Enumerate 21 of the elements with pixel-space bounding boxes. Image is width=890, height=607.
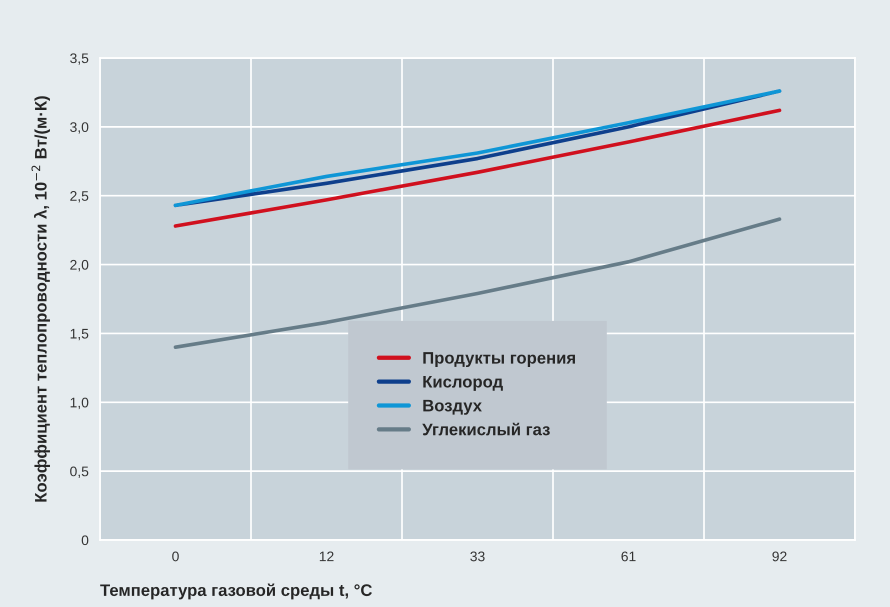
- y-tick-label: 3,5: [70, 53, 88, 65]
- legend-label: Воздух: [423, 400, 482, 415]
- legend-label: Продукты горения: [423, 352, 575, 368]
- y-tick-label: 3,0: [70, 122, 88, 134]
- x-tick-label: 92: [772, 551, 787, 562]
- x-tick-label: 12: [320, 551, 334, 562]
- x-tick-label: 0: [172, 551, 179, 562]
- line-series: [174, 108, 782, 228]
- line-series: [174, 217, 782, 350]
- y-tick-label: 0: [82, 535, 88, 546]
- x-tick-label: 61: [621, 551, 636, 562]
- y-tick-label: 2,5: [70, 191, 88, 203]
- x-tick-label: 33: [470, 551, 485, 562]
- legend-label: Углекислый газ: [422, 422, 550, 436]
- y-tick-label: 2,0: [70, 260, 88, 272]
- y-axis-title: Коэффициент теплопроводности λ, 10$^{−2}$ Вт/(м·К): [31, 96, 50, 502]
- y-tick-label: 0,5: [70, 466, 88, 478]
- y-tick-label: 1,5: [70, 328, 88, 340]
- legend-label: Кислород: [423, 376, 503, 391]
- y-tick-label: 1,0: [70, 398, 88, 410]
- x-axis-title: Температура газовой среды t, °C: [100, 584, 372, 600]
